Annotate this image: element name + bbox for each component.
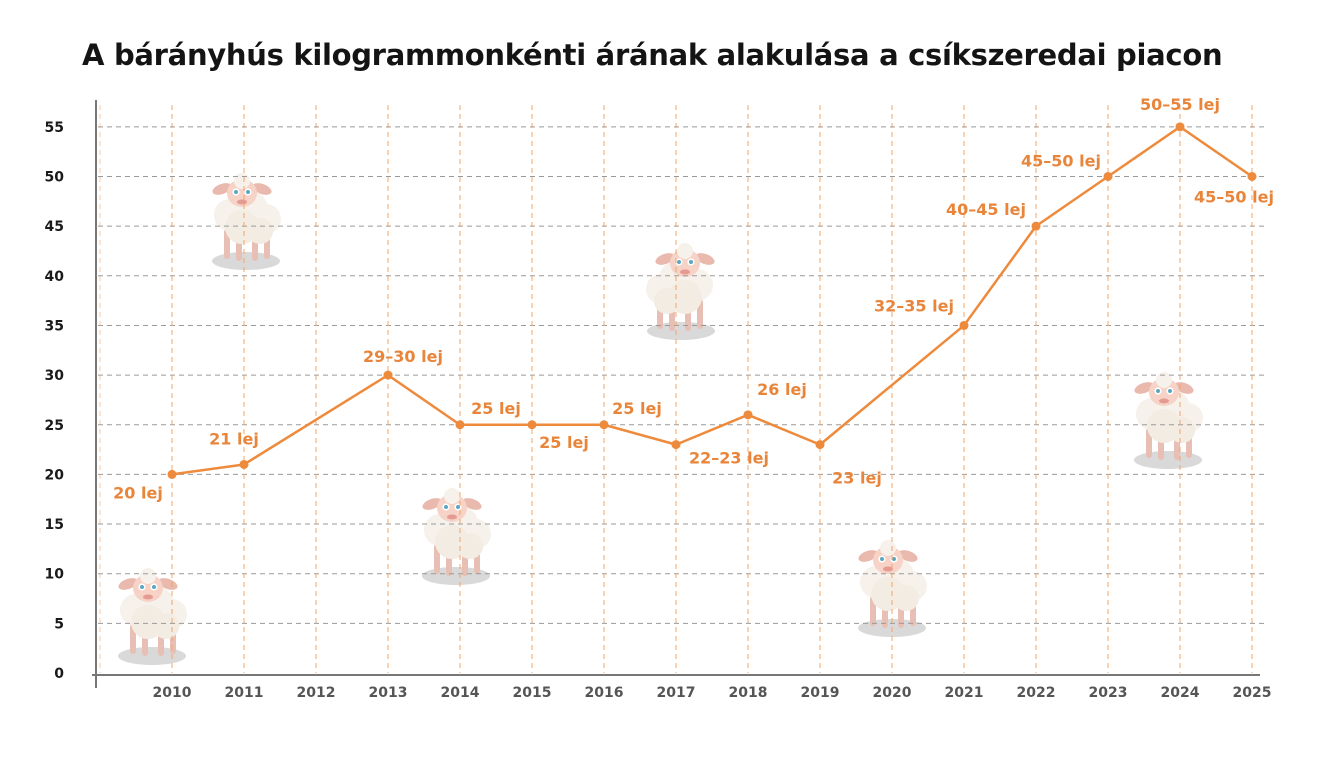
x-tick-label: 2012 (297, 685, 336, 701)
y-tick-label: 10 (45, 567, 65, 583)
x-tick-label: 2013 (369, 685, 408, 701)
x-tick-label: 2015 (513, 685, 552, 701)
x-tick-label: 2014 (441, 685, 480, 701)
x-tick-label: 2011 (225, 685, 264, 701)
data-point (527, 420, 537, 430)
data-point (1175, 122, 1185, 132)
x-tick-label: 2021 (945, 685, 984, 701)
x-tick-label: 2022 (1017, 685, 1056, 701)
data-point (1103, 172, 1113, 181)
y-tick-label: 30 (45, 368, 65, 384)
data-label: 23 lej (832, 469, 882, 488)
grid (98, 105, 1268, 673)
sheep-icon (116, 568, 187, 665)
data-label: 26 lej (757, 380, 807, 399)
y-tick-label: 35 (45, 318, 64, 334)
data-label: 29–30 lej (363, 347, 443, 366)
data-point (815, 440, 825, 450)
x-tick-label: 2025 (1233, 685, 1272, 701)
x-tick-label: 2017 (657, 685, 696, 701)
sheep-icon (420, 488, 491, 585)
x-tick-label: 2023 (1089, 685, 1128, 701)
data-point (743, 410, 753, 420)
x-tick-label: 2018 (729, 685, 768, 701)
data-label: 25 lej (471, 399, 521, 418)
data-point (1031, 221, 1041, 231)
data-labels: 20 lej 21 lej 29–30 lej 25 lej 25 lej 25 lej 2… (113, 95, 1274, 503)
x-tick-label: 2020 (873, 685, 912, 701)
data-label: 40–45 lej (946, 200, 1026, 219)
y-tick-label: 55 (45, 120, 64, 136)
x-tick-label: 2016 (585, 685, 624, 701)
data-label: 25 lej (612, 399, 662, 418)
x-tick-label: 2010 (153, 685, 192, 701)
data-point (959, 320, 969, 330)
y-tick-label: 20 (45, 467, 65, 483)
data-label: 25 lej (539, 433, 589, 452)
y-tick-label: 25 (45, 418, 64, 434)
sheep-icon (1132, 372, 1203, 469)
y-tick-label: 40 (45, 269, 65, 285)
data-label: 22–23 lej (689, 449, 769, 468)
y-tick-label: 15 (45, 517, 64, 533)
data-point (1247, 172, 1257, 181)
data-point (239, 459, 249, 469)
decorations (116, 173, 1203, 665)
data-label: 32–35 lej (874, 296, 954, 315)
data-label: 20 lej (113, 483, 163, 502)
data-label: 21 lej (209, 429, 259, 448)
sheep-icon (210, 173, 281, 270)
data-label: 50–55 lej (1140, 95, 1220, 114)
y-tick-label: 50 (45, 170, 65, 186)
data-point (167, 469, 177, 479)
x-tick-label: 2019 (801, 685, 840, 701)
y-tick-label: 0 (54, 666, 64, 682)
y-tick-label: 5 (54, 616, 64, 632)
series (167, 122, 1257, 479)
chart-title: A bárányhús kilogrammonkénti árának alak… (82, 38, 1223, 72)
data-point (599, 420, 609, 430)
data-point (671, 440, 681, 450)
data-label: 45–50 lej (1194, 188, 1274, 207)
data-label: 45–50 lej (1021, 152, 1101, 171)
x-tick-label: 2024 (1161, 685, 1200, 701)
y-tick-label: 45 (45, 219, 64, 235)
series-line (171, 125, 1253, 476)
data-point (455, 420, 465, 430)
data-point (383, 370, 393, 380)
